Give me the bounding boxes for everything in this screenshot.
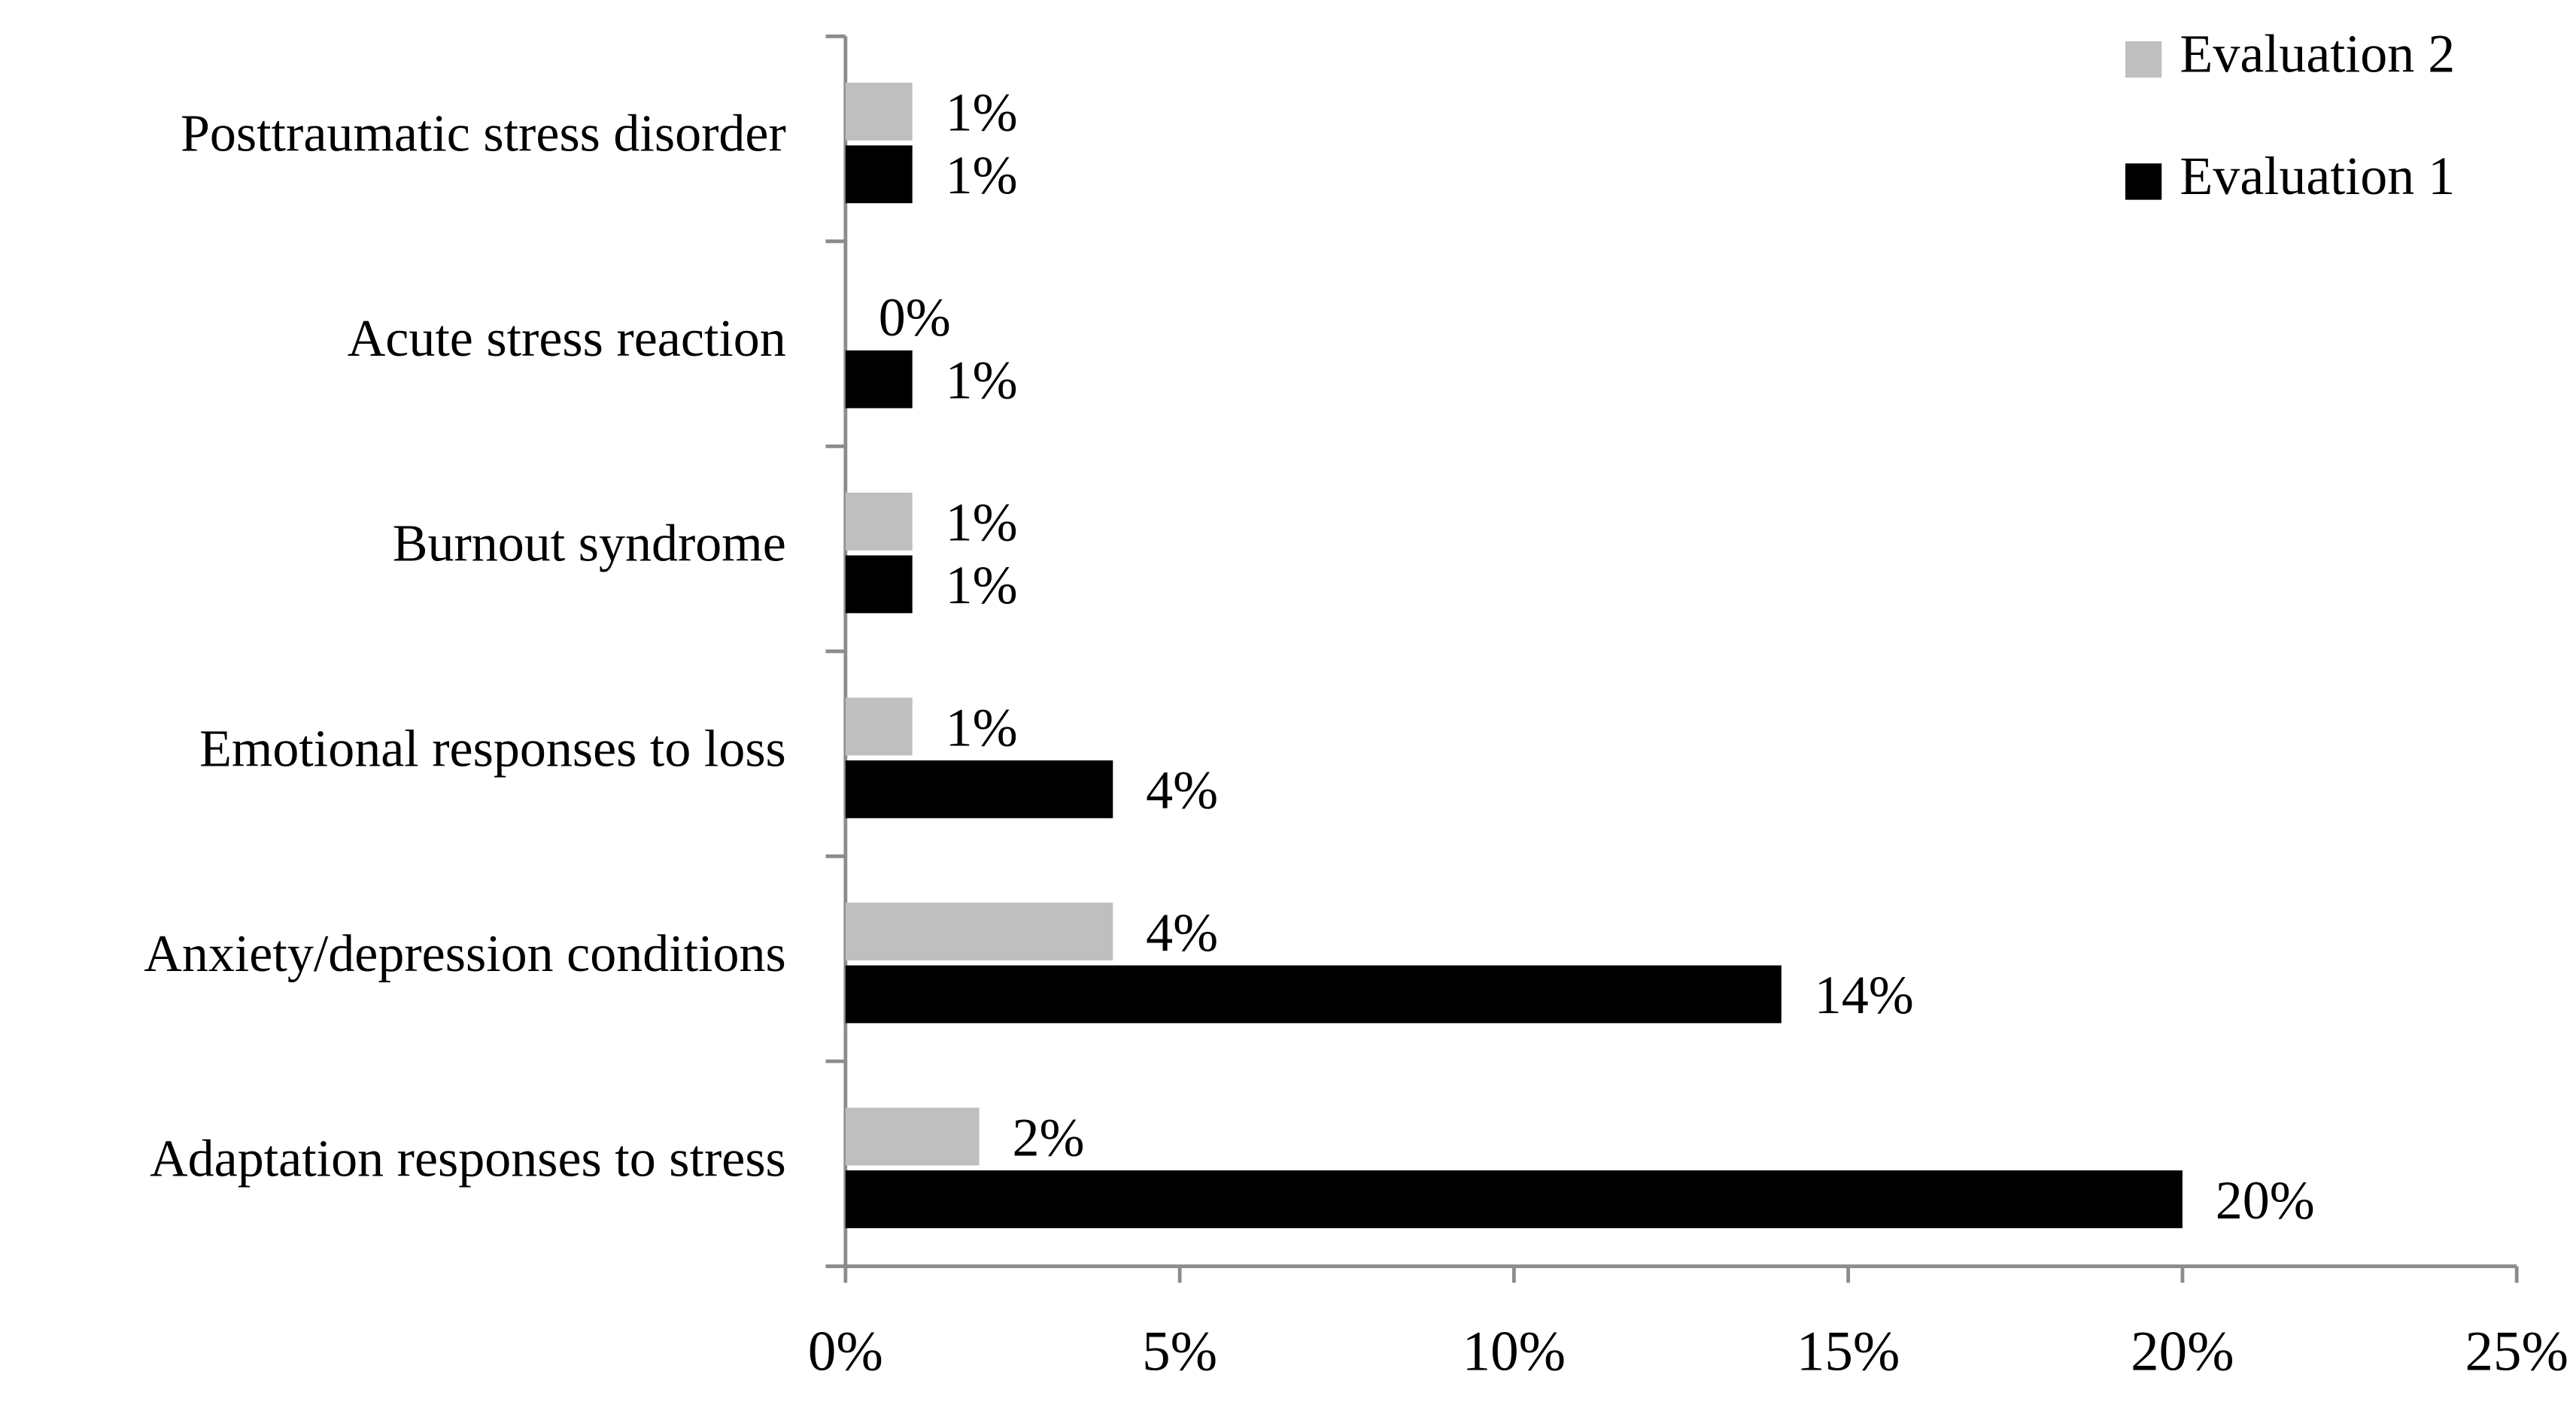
value-label: 20% <box>2216 1170 2315 1231</box>
legend-label: Evaluation 1 <box>2180 146 2455 206</box>
x-tick-label: 20% <box>2131 1321 2234 1383</box>
x-tick-label: 15% <box>1797 1321 1900 1383</box>
legend-swatch <box>2125 163 2162 200</box>
value-label: 2% <box>1012 1107 1084 1167</box>
value-label: 1% <box>946 697 1018 757</box>
value-label: 1% <box>946 145 1018 205</box>
category-label: Posttraumatic stress disorder <box>181 105 786 163</box>
x-tick-label: 10% <box>1463 1321 1566 1383</box>
value-label: 1% <box>946 350 1018 411</box>
bar <box>845 493 913 551</box>
x-tick-label: 25% <box>2465 1321 2568 1383</box>
bar <box>845 965 1782 1024</box>
value-label: 4% <box>1146 903 1218 963</box>
x-tick-label: 5% <box>1142 1321 1217 1383</box>
bar <box>845 903 1113 960</box>
category-label: Emotional responses to loss <box>199 720 786 778</box>
bar <box>845 697 913 756</box>
bar <box>845 1170 2183 1228</box>
category-label: Burnout syndrome <box>393 515 786 573</box>
category-label: Anxiety/depression conditions <box>144 925 786 983</box>
category-label: Adaptation responses to stress <box>150 1130 786 1188</box>
bar <box>845 555 913 614</box>
value-label: 0% <box>879 287 951 347</box>
bar <box>845 82 913 141</box>
bar <box>845 760 1113 818</box>
category-label: Acute stress reaction <box>348 310 786 368</box>
bar <box>845 145 913 204</box>
value-label: 1% <box>946 493 1018 553</box>
value-label: 14% <box>1815 965 1914 1025</box>
value-label: 1% <box>946 555 1018 615</box>
value-label: 4% <box>1146 760 1218 821</box>
legend-label: Evaluation 2 <box>2180 24 2455 84</box>
bar <box>845 350 913 408</box>
x-tick-label: 0% <box>808 1321 883 1383</box>
value-label: 1% <box>946 83 1018 143</box>
legend-swatch <box>2125 41 2162 78</box>
bar <box>845 1107 980 1166</box>
